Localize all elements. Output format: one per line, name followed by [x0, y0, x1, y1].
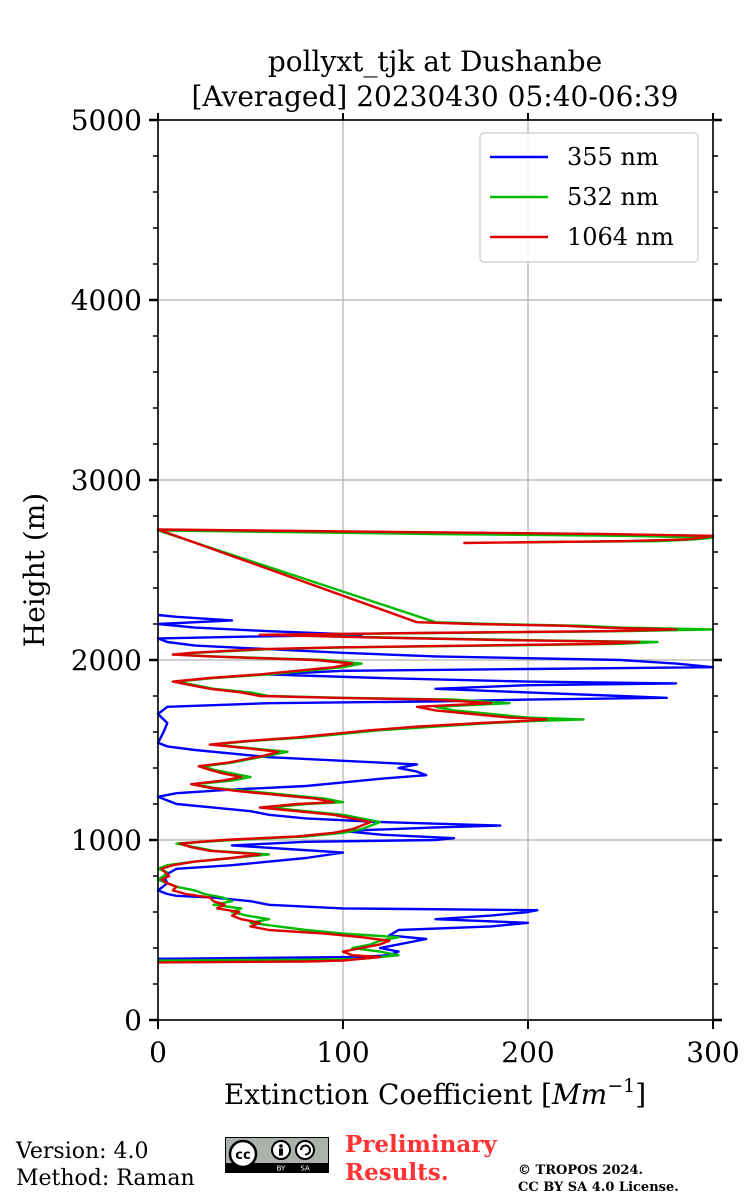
preliminary-text-line2: Results. [345, 1159, 449, 1186]
chart-canvas: pollyxt_tjk at Dushanbe [Averaged] 20230… [18, 45, 740, 1111]
x-axis-label: Extinction Coefficient [Mm−1] [224, 1075, 646, 1111]
axis-ticks [149, 113, 722, 1029]
cc-license-badge[interactable]: cc BY SA [225, 1137, 329, 1173]
x-tick-label-200: 200 [501, 1036, 554, 1069]
x-axis-label-sup: −1 [607, 1075, 635, 1097]
legend-label-355: 355 nm [567, 143, 659, 171]
y-tick-label-2000: 2000 [71, 644, 142, 677]
legend-box [479, 132, 699, 263]
plot-frame [157, 119, 714, 1021]
legend-label-1064: 1064 nm [567, 223, 674, 251]
copyright-line1: © TROPOS 2024. [518, 1163, 644, 1178]
preliminary-text-line1: Preliminary [345, 1131, 497, 1158]
cc-badge-strip [226, 1163, 328, 1172]
series-line-532-nm [156, 529, 715, 962]
y-tick-labels: 0 1000 2000 3000 4000 5000 [71, 104, 142, 1037]
cc-logo-icon [228, 1139, 258, 1169]
x-tick-label-300: 300 [686, 1036, 739, 1069]
cc-logo-text: cc [235, 1148, 250, 1163]
y-tick-label-3000: 3000 [71, 464, 142, 497]
cc-sa-label: SA [300, 1165, 310, 1173]
x-tick-label-100: 100 [316, 1036, 369, 1069]
chart-subtitle: [Averaged] 20230430 05:40-06:39 [192, 80, 679, 113]
cc-by-body [279, 1148, 283, 1156]
series-line-355-nm [156, 613, 715, 960]
x-axis-label-close: ] [635, 1078, 646, 1111]
y-tick-label-5000: 5000 [71, 104, 142, 137]
series-group [156, 528, 715, 964]
y-tick-label-0: 0 [124, 1004, 142, 1037]
x-tick-labels: 0 100 200 300 [149, 1036, 740, 1069]
cc-by-head [279, 1144, 283, 1148]
y-tick-label-4000: 4000 [71, 284, 142, 317]
series-line-1064-nm [156, 528, 715, 964]
y-axis-label: Height (m) [18, 493, 51, 647]
copyright-line2: CC BY SA 4.0 License. [518, 1180, 679, 1195]
legend-label-532: 532 nm [567, 183, 659, 211]
chart-title: pollyxt_tjk at Dushanbe [268, 45, 602, 78]
cc-sa-arrow [300, 1144, 311, 1156]
cc-by-label: BY [277, 1165, 286, 1173]
legend: 355 nm 532 nm 1064 nm [479, 132, 699, 263]
method-text: Method: Raman [16, 1166, 195, 1191]
x-axis-label-text: Extinction Coefficient [ [224, 1078, 552, 1111]
y-tick-label-1000: 1000 [71, 824, 142, 857]
x-axis-label-unit: Mm [551, 1078, 607, 1111]
version-text: Version: 4.0 [16, 1139, 149, 1164]
x-tick-label-0: 0 [149, 1036, 167, 1069]
cc-sa-icon [295, 1140, 315, 1160]
